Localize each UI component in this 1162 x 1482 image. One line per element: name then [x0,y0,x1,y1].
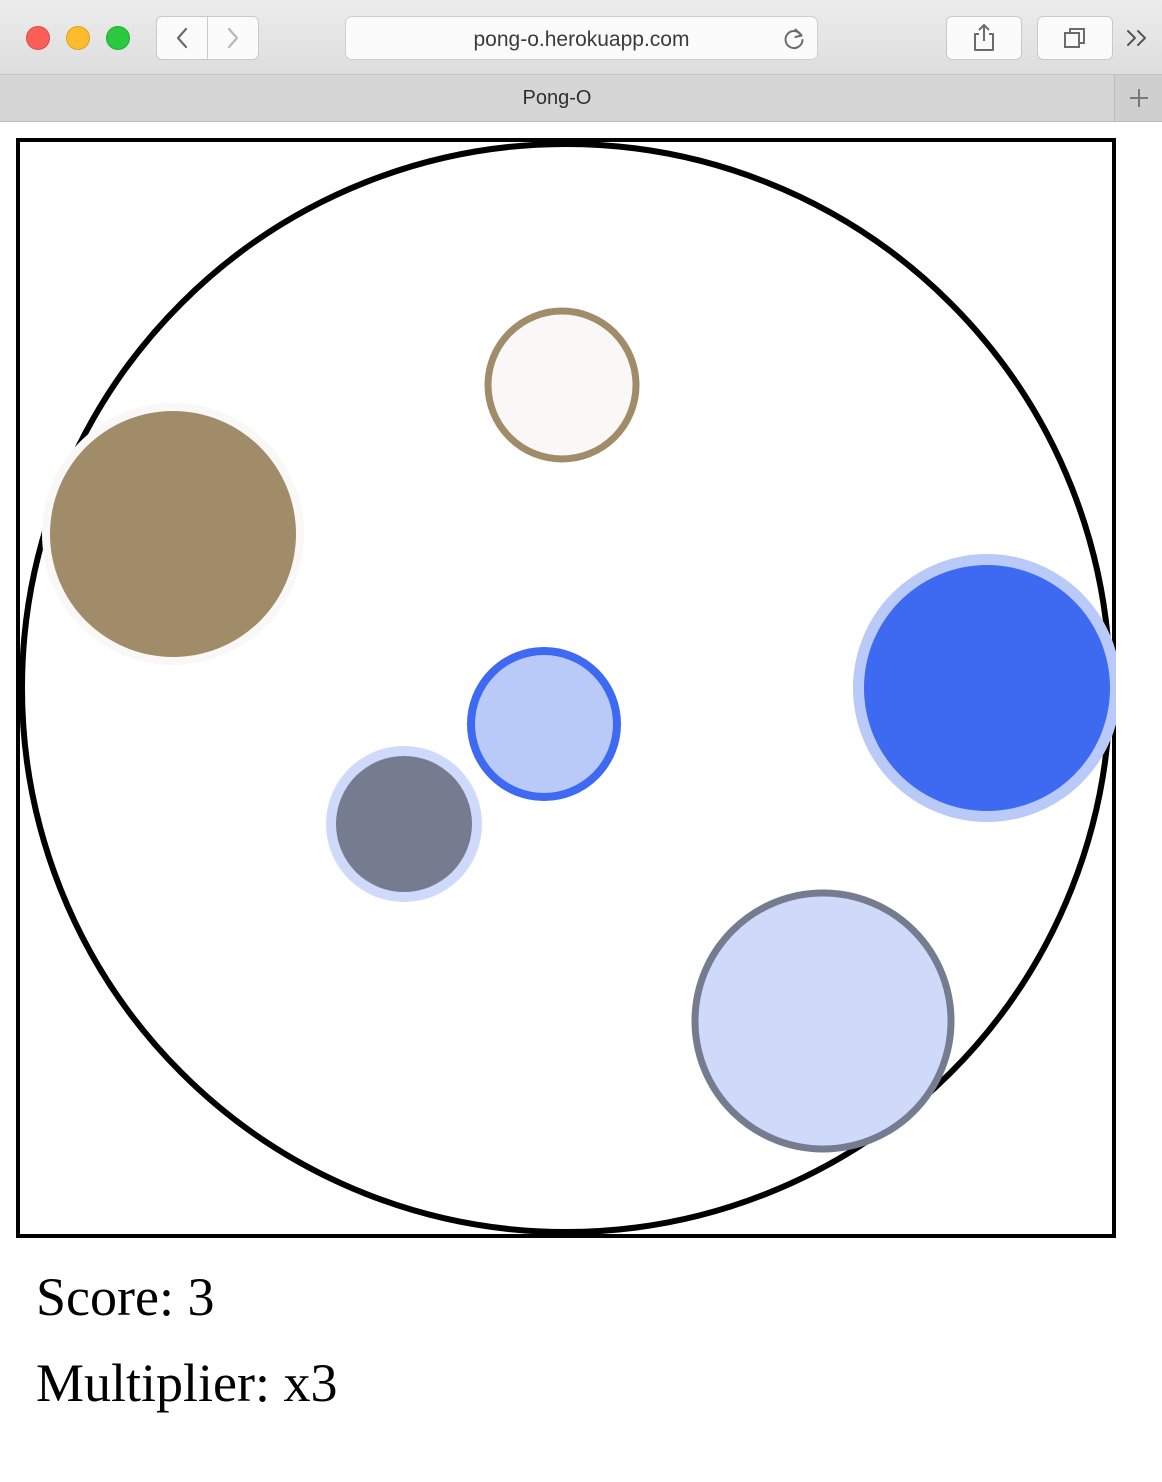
slate-ring-ball [691,889,955,1153]
reload-icon[interactable] [781,26,807,52]
share-button[interactable] [946,16,1022,60]
game-canvas[interactable] [16,138,1116,1238]
score-label: Score: 3 [36,1267,215,1327]
minimize-window-button[interactable] [66,26,90,50]
multiplier-label: Multiplier: x3 [36,1353,338,1413]
plus-icon [1129,89,1148,107]
browser-toolbar: pong-o.herokuapp.com [0,0,1162,75]
new-tab-button[interactable] [1114,75,1162,121]
tab-bar: Pong-O [0,75,1162,122]
blue-ball [864,565,1110,811]
maximize-window-button[interactable] [106,26,130,50]
double-chevron-right-icon[interactable] [1122,24,1154,52]
share-icon [974,24,994,51]
chevron-right-icon [227,27,239,49]
tabs-overview-icon [1064,28,1085,48]
forward-button[interactable] [207,16,259,60]
address-url: pong-o.herokuapp.com [473,28,690,51]
blue-ring-ball [467,647,621,801]
back-button[interactable] [156,16,208,60]
tan-ring-ball [484,307,640,463]
tan-ball [50,411,296,657]
slate-ball [336,756,472,892]
tab-pong-o[interactable]: Pong-O [522,87,592,109]
show-tabs-button[interactable] [1037,16,1113,60]
chevron-left-icon [176,27,188,49]
close-window-button[interactable] [26,26,50,50]
address-bar[interactable]: pong-o.herokuapp.com [345,16,818,60]
